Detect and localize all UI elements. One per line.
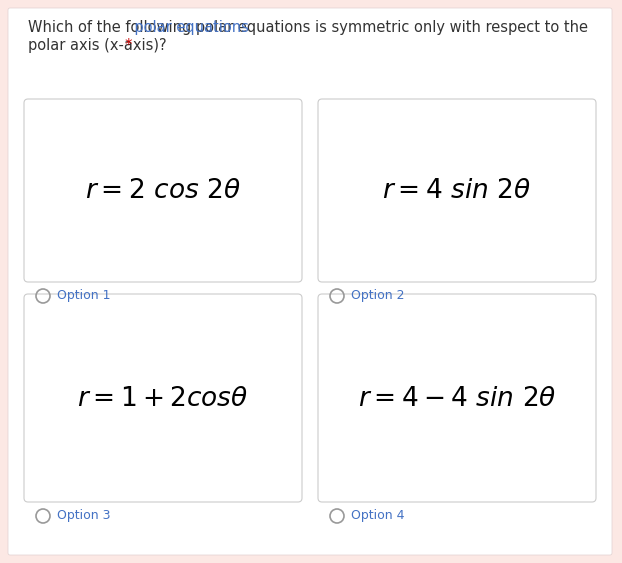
Text: Option 4: Option 4 (351, 510, 404, 522)
Text: $r = 4 - 4\ \mathit{sin}\ 2\theta$: $r = 4 - 4\ \mathit{sin}\ 2\theta$ (358, 386, 556, 410)
Text: polar axis (x-axis)?: polar axis (x-axis)? (28, 38, 171, 53)
Text: Option 1: Option 1 (57, 289, 111, 302)
FancyBboxPatch shape (24, 99, 302, 282)
FancyBboxPatch shape (318, 99, 596, 282)
Text: Which of the following polar equations is symmetric only with respect to the: Which of the following polar equations i… (28, 20, 588, 35)
Text: polar equations: polar equations (28, 20, 249, 35)
Text: Option 2: Option 2 (351, 289, 404, 302)
FancyBboxPatch shape (318, 294, 596, 502)
FancyBboxPatch shape (8, 8, 612, 555)
FancyBboxPatch shape (24, 294, 302, 502)
Text: Option 3: Option 3 (57, 510, 111, 522)
Text: $r = 4\ \mathit{sin}\ 2\theta$: $r = 4\ \mathit{sin}\ 2\theta$ (383, 178, 532, 203)
Text: *: * (28, 38, 132, 53)
Text: $r = 1 + 2\mathit{cos}\theta$: $r = 1 + 2\mathit{cos}\theta$ (77, 386, 249, 410)
Text: $r = 2\ \mathit{cos}\ 2\theta$: $r = 2\ \mathit{cos}\ 2\theta$ (85, 178, 241, 203)
